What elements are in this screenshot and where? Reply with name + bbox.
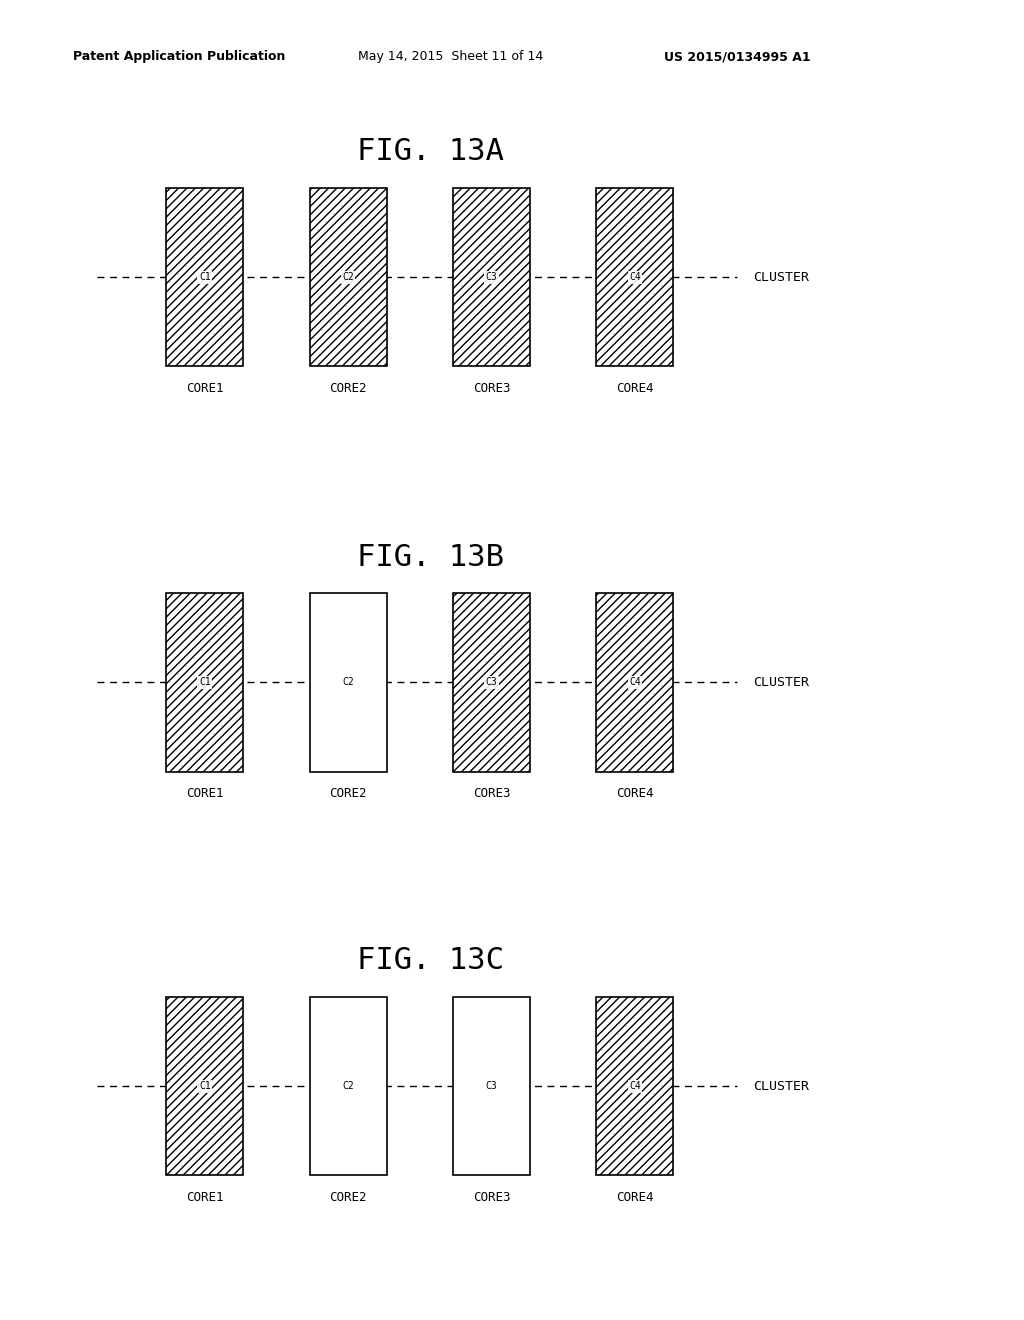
Text: C1: C1 [199,677,211,688]
Text: C2: C2 [342,1081,354,1092]
Text: CORE4: CORE4 [616,383,653,395]
Text: C3: C3 [485,272,498,282]
Text: CORE1: CORE1 [186,787,223,800]
Text: CORE1: CORE1 [186,1191,223,1204]
Bar [310,998,387,1175]
Bar [596,998,674,1175]
Text: May 14, 2015  Sheet 11 of 14: May 14, 2015 Sheet 11 of 14 [358,50,543,63]
Text: CORE2: CORE2 [330,383,367,395]
Text: C1: C1 [199,272,211,282]
Text: CORE3: CORE3 [473,787,510,800]
Text: CORE1: CORE1 [186,383,223,395]
Text: FIG. 13A: FIG. 13A [356,137,504,166]
Bar [166,998,244,1175]
Text: CORE4: CORE4 [616,1191,653,1204]
Text: C2: C2 [342,272,354,282]
Bar [596,594,674,771]
Text: C2: C2 [342,677,354,688]
Text: FIG. 13B: FIG. 13B [356,543,504,572]
Text: C1: C1 [199,1081,211,1092]
Bar [453,187,530,366]
Text: C4: C4 [629,1081,641,1092]
Text: C3: C3 [485,677,498,688]
Text: CORE2: CORE2 [330,1191,367,1204]
Bar [310,594,387,771]
Text: FIG. 13C: FIG. 13C [356,946,504,975]
Text: CORE3: CORE3 [473,383,510,395]
Text: CLUSTER: CLUSTER [753,1080,809,1093]
Bar [596,187,674,366]
Text: C3: C3 [485,1081,498,1092]
Text: C4: C4 [629,677,641,688]
Text: US 2015/0134995 A1: US 2015/0134995 A1 [664,50,811,63]
Text: CORE4: CORE4 [616,787,653,800]
Text: CLUSTER: CLUSTER [753,271,809,284]
Text: CORE2: CORE2 [330,787,367,800]
Bar [453,998,530,1175]
Text: CLUSTER: CLUSTER [753,676,809,689]
Text: Patent Application Publication: Patent Application Publication [73,50,286,63]
Text: C4: C4 [629,272,641,282]
Bar [453,594,530,771]
Bar [310,187,387,366]
Bar [166,594,244,771]
Bar [166,187,244,366]
Text: CORE3: CORE3 [473,1191,510,1204]
